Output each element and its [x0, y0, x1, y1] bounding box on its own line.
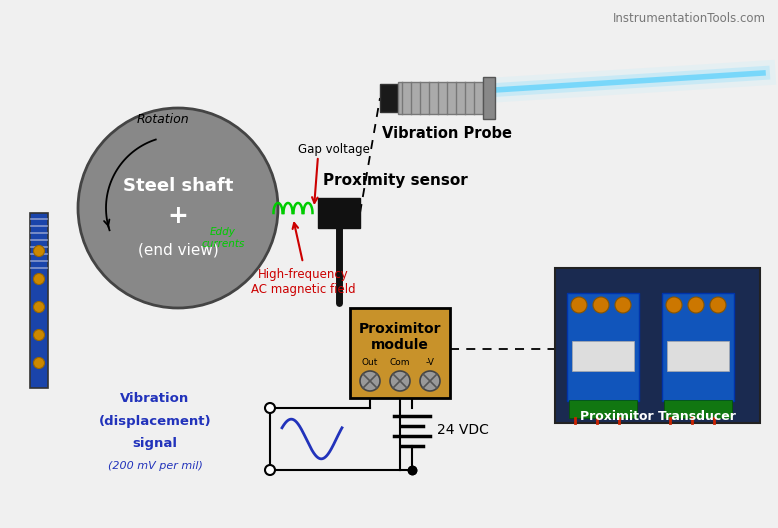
Circle shape — [688, 297, 704, 313]
Bar — [318, 198, 360, 228]
Text: (displacement): (displacement) — [99, 416, 212, 429]
Text: Eddy
currents: Eddy currents — [202, 227, 245, 249]
Text: Vibration: Vibration — [121, 392, 190, 406]
Text: Steel shaft: Steel shaft — [123, 177, 233, 195]
Text: Proximity sensor: Proximity sensor — [323, 173, 468, 188]
Bar — [398, 82, 483, 114]
Text: signal: signal — [132, 438, 177, 450]
Bar — [555, 268, 760, 423]
Text: -V: -V — [426, 358, 434, 367]
Circle shape — [78, 108, 278, 308]
Text: InstrumentationTools.com: InstrumentationTools.com — [613, 12, 766, 25]
Text: High-frequency
AC magnetic field: High-frequency AC magnetic field — [251, 268, 356, 296]
Circle shape — [420, 371, 440, 391]
Bar — [662, 293, 734, 401]
Circle shape — [666, 297, 682, 313]
Circle shape — [265, 465, 275, 475]
Circle shape — [571, 297, 587, 313]
Circle shape — [593, 297, 609, 313]
Circle shape — [265, 403, 275, 413]
Circle shape — [33, 246, 44, 257]
Bar — [483, 77, 495, 119]
Circle shape — [390, 371, 410, 391]
Text: (200 mV per mil): (200 mV per mil) — [107, 461, 202, 471]
Text: +: + — [167, 204, 188, 228]
Circle shape — [33, 357, 44, 369]
Bar — [572, 341, 634, 371]
Bar — [350, 308, 450, 398]
Bar — [667, 341, 729, 371]
Circle shape — [360, 371, 380, 391]
Bar — [664, 400, 732, 418]
Text: Vibration Probe: Vibration Probe — [383, 126, 513, 141]
Text: Rotation: Rotation — [137, 113, 189, 126]
Circle shape — [33, 274, 44, 285]
Circle shape — [710, 297, 726, 313]
Bar — [569, 400, 637, 418]
Bar — [380, 84, 398, 112]
Text: 24 VDC: 24 VDC — [437, 423, 489, 437]
Text: Gap voltage: Gap voltage — [298, 143, 370, 156]
Circle shape — [615, 297, 631, 313]
Text: Com: Com — [390, 358, 410, 367]
Text: (end view): (end view) — [138, 242, 219, 258]
Text: Out: Out — [362, 358, 378, 367]
Text: Proximitor Transducer: Proximitor Transducer — [580, 410, 735, 423]
Circle shape — [33, 329, 44, 341]
Circle shape — [33, 301, 44, 313]
Bar — [30, 213, 48, 388]
Bar — [567, 293, 639, 401]
Text: Proximitor
module: Proximitor module — [359, 322, 441, 352]
